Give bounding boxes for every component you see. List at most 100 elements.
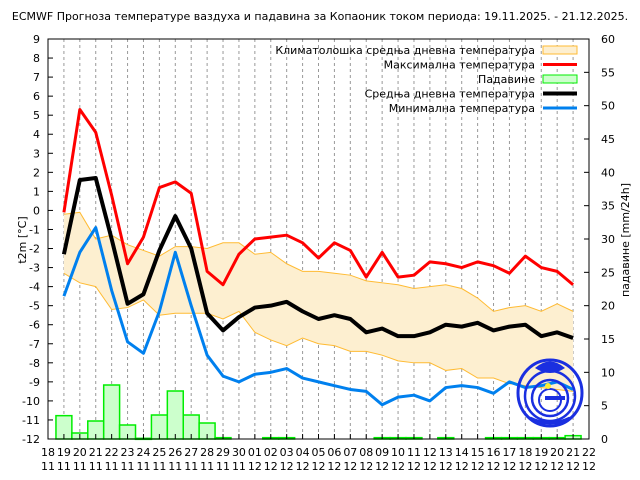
x-tick-month: 12 — [248, 460, 262, 473]
x-tick-day: 08 — [359, 446, 373, 459]
x-tick-day: 21 — [566, 446, 580, 459]
x-tick-month: 11 — [89, 460, 103, 473]
x-tick-month: 12 — [471, 460, 485, 473]
climatology-band-fill — [63, 212, 574, 392]
x-tick-day: 19 — [534, 446, 548, 459]
y-tick-label: 3 — [33, 147, 40, 160]
y2-tick-label: 10 — [601, 366, 615, 379]
x-tick-month: 12 — [391, 460, 405, 473]
y-tick-label: 4 — [33, 128, 40, 141]
x-tick-month: 12 — [423, 460, 437, 473]
x-tick-day: 29 — [216, 446, 230, 459]
x-tick-month: 11 — [168, 460, 182, 473]
y2-tick-label: 5 — [601, 400, 608, 413]
x-tick-month: 11 — [200, 460, 214, 473]
x-tick-month: 12 — [407, 460, 421, 473]
y-tick-label: 7 — [33, 71, 40, 84]
x-tick-month: 12 — [550, 460, 564, 473]
axes: 9876543210-1-2-3-4-5-6-7-8-9-10-11-12605… — [22, 33, 615, 473]
y2-tick-label: 50 — [601, 100, 615, 113]
x-tick-month: 11 — [121, 460, 135, 473]
x-tick-month: 11 — [216, 460, 230, 473]
precipitation-bar — [102, 384, 121, 440]
x-tick-day: 27 — [184, 446, 198, 459]
x-tick-day: 05 — [312, 446, 326, 459]
x-tick-month: 11 — [105, 460, 119, 473]
x-tick-day: 13 — [439, 446, 453, 459]
x-tick-month: 12 — [518, 460, 532, 473]
x-tick-day: 30 — [232, 446, 246, 459]
legend: Климатолошка средња дневна температура Ма… — [275, 44, 578, 115]
temperature-lines — [61, 107, 575, 407]
climatology-band — [63, 211, 574, 392]
x-tick-day: 06 — [327, 446, 341, 459]
x-tick-month: 11 — [136, 460, 150, 473]
x-tick-day: 18 — [41, 446, 55, 459]
x-tick-month: 12 — [327, 460, 341, 473]
x-tick-day: 21 — [89, 446, 103, 459]
y-tick-label: 8 — [33, 52, 40, 65]
x-tick-day: 28 — [200, 446, 214, 459]
y-tick-label: 2 — [33, 166, 40, 179]
y-tick-label: 9 — [33, 33, 40, 46]
y-right-label: падавине [mm/24h] — [619, 183, 632, 297]
legend-swatch — [542, 45, 578, 55]
x-tick-month: 12 — [566, 460, 580, 473]
legend-label: Падавине — [478, 73, 535, 86]
x-tick-day: 10 — [391, 446, 405, 459]
x-tick-month: 12 — [375, 460, 389, 473]
y-tick-label: 5 — [33, 109, 40, 122]
legend-label: Средња дневна температура — [365, 88, 535, 101]
precipitation-bar — [166, 390, 185, 440]
y-tick-label: -10 — [22, 395, 40, 408]
y-tick-label: -4 — [29, 281, 40, 294]
legend-label: Максимална температура — [384, 59, 535, 72]
x-tick-day: 04 — [296, 446, 310, 459]
x-tick-month: 12 — [582, 460, 596, 473]
x-tick-day: 20 — [550, 446, 564, 459]
y-tick-label: 1 — [33, 185, 40, 198]
x-tick-month: 11 — [41, 460, 55, 473]
y-tick-label: 0 — [33, 204, 40, 217]
x-tick-day: 23 — [121, 446, 135, 459]
y-tick-label: -12 — [22, 433, 40, 446]
y-tick-label: -9 — [29, 376, 40, 389]
y2-tick-label: 35 — [601, 200, 615, 213]
x-tick-day: 03 — [280, 446, 294, 459]
y-tick-label: -6 — [29, 319, 40, 332]
x-tick-day: 22 — [105, 446, 119, 459]
x-tick-month: 12 — [439, 460, 453, 473]
legend-label: Климатолошка средња дневна температура — [275, 44, 535, 57]
y2-tick-label: 30 — [601, 233, 615, 246]
x-tick-day: 12 — [423, 446, 437, 459]
x-tick-day: 24 — [136, 446, 150, 459]
x-tick-month: 12 — [455, 460, 469, 473]
x-tick-day: 18 — [518, 446, 532, 459]
y-tick-label: 6 — [33, 90, 40, 103]
y2-tick-label: 45 — [601, 133, 615, 146]
x-tick-day: 15 — [471, 446, 485, 459]
x-tick-day: 17 — [502, 446, 516, 459]
x-tick-day: 09 — [375, 446, 389, 459]
climatology-upper-line — [63, 211, 574, 312]
legend-swatch — [542, 74, 578, 84]
y-tick-label: -11 — [22, 414, 40, 427]
rhmz-logo-icon — [516, 358, 584, 428]
x-tick-day: 07 — [343, 446, 357, 459]
x-tick-day: 25 — [152, 446, 166, 459]
x-tick-day: 26 — [168, 446, 182, 459]
x-tick-day: 14 — [455, 446, 469, 459]
y-tick-label: -7 — [29, 338, 40, 351]
x-tick-month: 12 — [264, 460, 278, 473]
x-tick-day: 16 — [487, 446, 501, 459]
x-tick-day: 01 — [248, 446, 262, 459]
x-tick-month: 11 — [232, 460, 246, 473]
mean-temp-line — [61, 176, 574, 340]
y-tick-label: -5 — [29, 300, 40, 313]
chart-title: ECMWF Прогноза температуре ваздуха и пад… — [11, 10, 629, 23]
x-tick-month: 12 — [359, 460, 373, 473]
x-tick-month: 12 — [296, 460, 310, 473]
x-tick-day: 11 — [407, 446, 421, 459]
climatology-lower-line — [63, 272, 574, 392]
y2-tick-label: 55 — [601, 66, 615, 79]
